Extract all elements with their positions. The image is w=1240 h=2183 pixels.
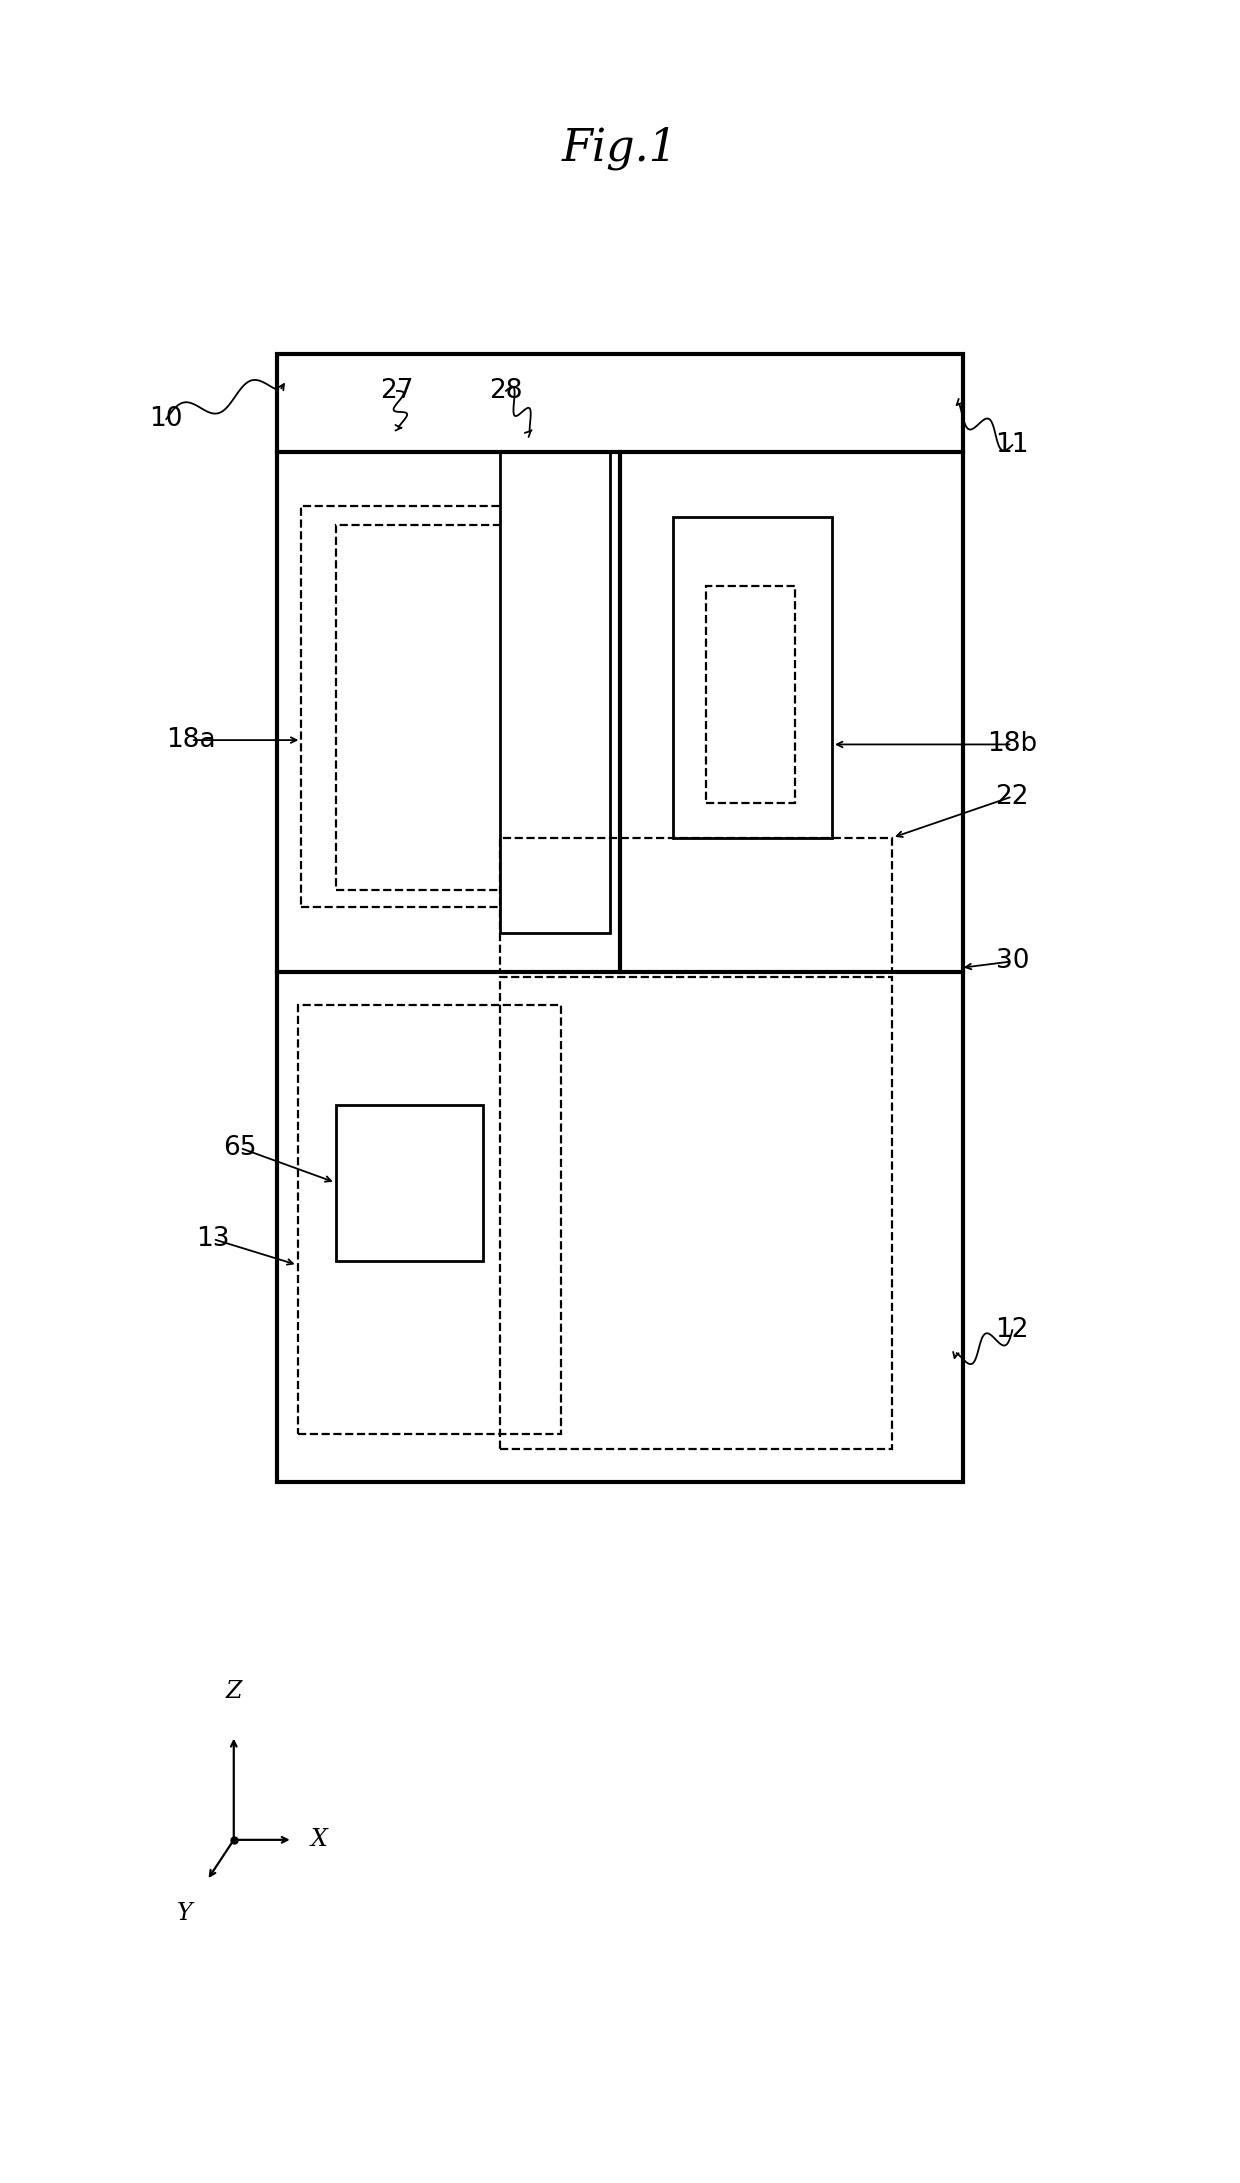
Text: 22: 22	[996, 784, 1029, 810]
Text: 65: 65	[223, 1135, 257, 1161]
Bar	[277, 354, 963, 1482]
Text: Y: Y	[176, 1901, 192, 1925]
Text: 18b: 18b	[987, 731, 1038, 758]
Bar	[336, 1105, 482, 1262]
Text: X: X	[311, 1829, 327, 1851]
Bar	[500, 838, 893, 971]
Bar	[673, 517, 832, 838]
Text: Fig.1: Fig.1	[562, 127, 678, 170]
Bar	[298, 1004, 562, 1434]
Text: 28: 28	[490, 378, 523, 404]
Text: 11: 11	[996, 432, 1029, 458]
Bar	[336, 526, 501, 891]
Text: 18a: 18a	[166, 727, 216, 753]
Bar	[301, 506, 559, 908]
Text: Z: Z	[226, 1681, 242, 1703]
Text: 30: 30	[996, 947, 1029, 974]
Bar	[500, 452, 610, 932]
Bar	[500, 976, 893, 1450]
Bar	[706, 585, 795, 803]
Text: 13: 13	[196, 1227, 229, 1253]
Text: 10: 10	[150, 406, 184, 432]
Text: 12: 12	[996, 1316, 1029, 1343]
Text: 27: 27	[381, 378, 414, 404]
